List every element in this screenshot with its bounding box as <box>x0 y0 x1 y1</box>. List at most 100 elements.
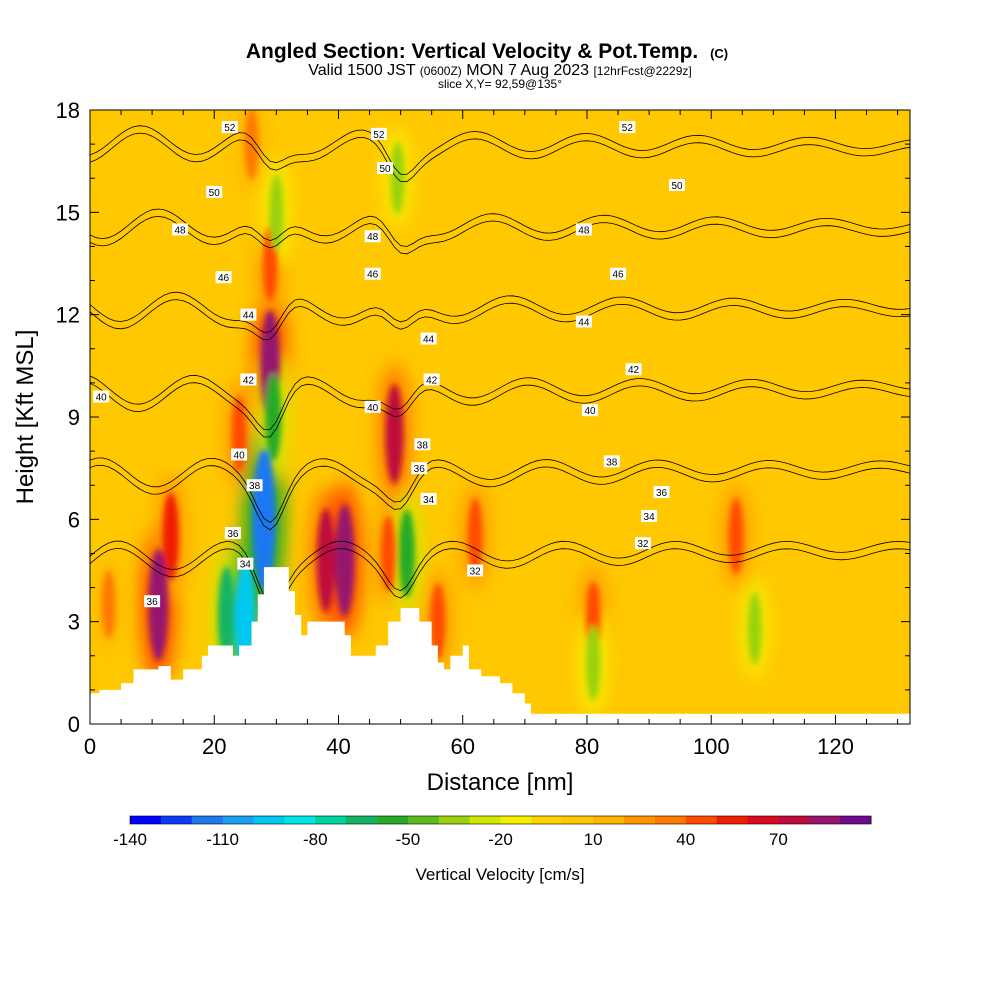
velocity-core-23 <box>747 592 762 665</box>
forecast-info: [12hrFcst@2229z] <box>593 64 691 78</box>
colorbar-swatch-13 <box>531 816 563 824</box>
contour-label-10: 52 <box>221 121 238 134</box>
colorbar-swatch-9 <box>407 816 440 824</box>
svg-text:38: 38 <box>417 440 429 451</box>
svg-text:44: 44 <box>578 317 590 328</box>
colorbar-tick-6: 40 <box>676 830 695 849</box>
colorbar-tick-5: 10 <box>584 830 603 849</box>
chart-title: Angled Section: Vertical Velocity & Pot.… <box>246 40 728 63</box>
colorbar-swatch-22 <box>809 816 841 824</box>
svg-text:40: 40 <box>585 406 597 417</box>
svg-text:40: 40 <box>367 403 379 414</box>
contour-label-0: 36 <box>144 595 161 608</box>
colorbar-swatch-15 <box>593 816 625 824</box>
svg-text:40: 40 <box>234 451 246 462</box>
velocity-core-7 <box>316 508 336 613</box>
theta-contour-34-1 <box>90 457 910 524</box>
colorbar-swatch-16 <box>624 816 656 824</box>
chart-title-unit: (C) <box>710 46 728 61</box>
y-tick-label-6: 6 <box>68 507 80 532</box>
colorbar-swatch-21 <box>778 816 810 824</box>
colorbar-swatch-12 <box>500 816 532 824</box>
colorbar-tick-2: -80 <box>303 830 328 849</box>
colorbar-swatch-23 <box>840 816 872 824</box>
colorbar-swatch-5 <box>284 816 316 824</box>
theta-contour-34-0 <box>90 464 910 531</box>
colorbar-tick-3: -50 <box>396 830 421 849</box>
svg-text:44: 44 <box>243 311 255 322</box>
contour-label-29: 40 <box>582 404 599 417</box>
svg-text:48: 48 <box>578 225 590 236</box>
x-axis-label: Distance [nm] <box>427 769 574 796</box>
contour-label-28: 42 <box>625 363 642 376</box>
contour-label-14: 48 <box>364 230 381 243</box>
svg-text:48: 48 <box>175 225 187 236</box>
theta-contour-36-0 <box>90 382 910 438</box>
contour-label-6: 44 <box>240 308 257 322</box>
velocity-core-11 <box>430 583 446 660</box>
contour-label-7: 46 <box>215 271 232 284</box>
svg-text:42: 42 <box>628 365 640 376</box>
chart-subtitle: Valid 1500 JST (0600Z) MON 7 Aug 2023 [1… <box>308 62 691 79</box>
colorbar-swatch-3 <box>222 816 254 824</box>
chart-title-main: Angled Section: Vertical Velocity & Pot.… <box>246 40 698 63</box>
x-tick-label-100: 100 <box>693 734 730 759</box>
theta-contour-42-1 <box>90 125 910 175</box>
contour-label-8: 48 <box>172 223 189 236</box>
contour-label-1: 34 <box>237 557 254 571</box>
theta-contour-46-0 <box>90 0 910 18</box>
velocity-core-2 <box>101 570 116 639</box>
theta-contour-40-1 <box>90 208 910 247</box>
svg-text:44: 44 <box>423 335 435 346</box>
theta-contour-42-0 <box>90 132 910 183</box>
contour-label-19: 38 <box>414 438 431 451</box>
svg-text:34: 34 <box>644 512 656 523</box>
y-tick-label-18: 18 <box>56 98 80 123</box>
svg-text:52: 52 <box>224 123 236 134</box>
svg-text:40: 40 <box>96 393 108 404</box>
svg-text:36: 36 <box>227 529 239 540</box>
terrain <box>90 567 910 724</box>
svg-text:46: 46 <box>612 270 624 281</box>
contour-label-20: 36 <box>411 462 428 475</box>
velocity-core-15 <box>218 566 236 663</box>
colorbar-swatch-18 <box>685 816 718 824</box>
contour-label-9: 50 <box>206 185 223 199</box>
contour-label-25: 48 <box>575 223 592 236</box>
colorbar-swatch-19 <box>716 816 748 824</box>
theta-contour-32-0 <box>90 548 910 612</box>
colorbar-swatch-4 <box>253 816 285 824</box>
velocity-core-19 <box>269 174 284 251</box>
contour-label-11: 40 <box>93 390 110 404</box>
velocity-core-10 <box>380 515 396 592</box>
svg-text:50: 50 <box>671 181 683 192</box>
slice-info: slice X,Y= 92,59@135° <box>438 77 562 91</box>
colorbar-tick-1: -110 <box>206 830 239 849</box>
contour-label-18: 40 <box>364 400 381 414</box>
contour-label-32: 34 <box>641 509 658 523</box>
colorbar-label: Vertical Velocity [cm/s] <box>415 865 584 884</box>
contour-label-12: 52 <box>370 127 387 141</box>
contour-label-5: 42 <box>240 373 257 386</box>
colorbar-swatch-11 <box>469 816 501 824</box>
valid-date: MON 7 Aug 2023 <box>466 62 589 79</box>
theta-contour-38-1 <box>90 291 910 333</box>
svg-text:32: 32 <box>470 567 482 578</box>
svg-text:42: 42 <box>426 375 438 386</box>
velocity-core-8 <box>334 504 355 617</box>
x-tick-label-20: 20 <box>202 734 226 759</box>
colorbar-swatch-8 <box>377 816 409 824</box>
contour-label-2: 36 <box>224 526 241 540</box>
svg-text:46: 46 <box>367 270 379 281</box>
y-tick-label-3: 3 <box>68 610 80 635</box>
contour-label-13: 50 <box>377 161 394 175</box>
contour-label-27: 44 <box>575 315 592 328</box>
svg-text:46: 46 <box>218 273 230 284</box>
velocity-core-21 <box>398 509 415 598</box>
contour-label-3: 38 <box>246 479 263 492</box>
valid-utc: (0600Z) <box>420 64 462 78</box>
x-tick-label-60: 60 <box>450 734 474 759</box>
velocity-core-9 <box>385 384 404 485</box>
colorbar-swatch-1 <box>160 816 193 824</box>
